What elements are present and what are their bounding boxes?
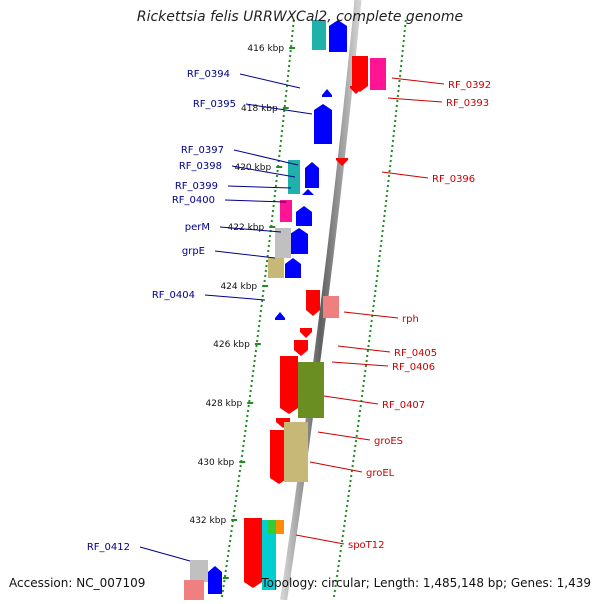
right-scale-track [332,19,407,603]
gene-leader-line [387,97,443,103]
gene-label-grpE: grpE [182,246,205,257]
gene-arrow-blue [290,228,308,254]
gene-label-RF_0405: RF_0405 [394,348,437,359]
gene-label-RF_0395: RF_0395 [193,99,236,110]
gene-arrow-blue [305,162,319,188]
gene-label-groES: groES [374,436,403,447]
gene-arrow-red [276,418,290,428]
kbp-label: 420 kbp [234,163,271,173]
gene-leader-line [204,294,266,301]
gene-leader-line [323,395,379,405]
kbp-label: 422 kbp [228,223,265,233]
gene-leader-line [309,461,363,473]
gene-label-groEL: groEL [366,468,395,479]
gene-label-RF_0394: RF_0394 [187,69,230,80]
gene-arrow-red [244,518,262,588]
gene-leader-line [331,361,389,367]
gene-leader-line [219,226,282,233]
gene-label-RF_0396: RF_0396 [432,174,475,185]
gene-arrow-red [350,86,362,94]
gene-label-perM: perM [185,222,210,233]
gene-leader-line [343,311,399,319]
cog-block [190,560,208,582]
cog-block [268,258,284,278]
gene-arrow-blue [275,312,285,320]
cog-block [275,228,291,258]
gene-leader-line [391,77,445,85]
gene-leader-line [224,199,287,203]
cog-block [323,296,339,318]
kbp-label: 432 kbp [189,516,226,526]
gene-label-spoT12: spoT12 [348,540,385,551]
gene-arrow-blue [314,104,332,144]
gene-label-RF_0397: RF_0397 [181,145,224,156]
gene-leader-line [227,185,292,189]
gene-label-RF_0407: RF_0407 [382,400,425,411]
cog-block [184,580,204,600]
gene-leader-line [239,73,301,89]
kbp-label: 424 kbp [220,282,257,292]
kbp-labels: 416 kbp 418 kbp 420 kbp 422 kbp 424 kbp 426 k… [189,44,296,584]
kbp-label: 428 kbp [206,399,243,409]
genome-backbone [280,0,362,601]
gene-leader-line [295,534,345,545]
kbp-label: 418 kbp [241,104,278,114]
gene-arrow-red [270,430,288,484]
left-gene-labels: RF_0394 RF_0395 RF_0397 RF_0398 RF_0399 RF_04… [87,69,313,562]
gene-label-RF_0412: RF_0412 [87,542,130,553]
kbp-label: 416 kbp [247,44,284,54]
gene-leader-line [233,149,299,166]
gene-arrow-red [352,56,368,92]
gene-leader-line [381,171,429,179]
gene-label-RF_0399: RF_0399 [175,181,218,192]
gene-leader-line [317,431,371,441]
gene-label-RF_0393: RF_0393 [446,98,489,109]
gene-leader-line [139,546,191,562]
left-scale-track [220,19,295,603]
cog-block [370,58,386,90]
accession-text: Accession: NC_007109 [9,576,146,590]
genome-summary-text: Topology: circular; Length: 1,485,148 bp… [261,576,591,590]
gene-arrow-blue [296,206,312,226]
gene-label-rph: rph [402,314,419,325]
gene-arrow-blue [208,566,222,594]
cog-block [298,362,324,418]
gene-arrow-red [306,290,320,316]
cog-block [276,520,284,534]
gene-arrow-blue [285,258,301,278]
cog-block [268,520,278,534]
cog-block [284,422,308,482]
gene-leader-line [214,250,276,259]
gene-leader-line [337,345,391,353]
cog-block [280,200,292,222]
gene-arrow-blue [302,189,314,195]
cog-block [262,520,276,590]
cog-block [312,20,326,50]
gene-label-RF_0406: RF_0406 [392,362,435,373]
gene-arrow-red [280,356,298,414]
gene-arrow-blue [329,20,347,52]
gene-label-RF_0398: RF_0398 [179,161,222,172]
gene-arrow-red [336,158,348,166]
gene-arrow-blue [322,89,332,97]
kbp-label: 430 kbp [198,458,235,468]
gene-leader-line [245,103,313,115]
gene-arrow-red [300,328,312,338]
scale-tracks [220,19,407,603]
kbp-label: 426 kbp [213,340,250,350]
gene-label-RF_0404: RF_0404 [152,290,195,301]
gene-arrow-red [294,340,308,356]
map-title: Rickettsia felis URRWXCal2, complete gen… [136,9,464,25]
gene-label-RF_0400: RF_0400 [172,195,215,206]
gene-leader-line [231,165,296,178]
gene-label-RF_0392: RF_0392 [448,80,491,91]
